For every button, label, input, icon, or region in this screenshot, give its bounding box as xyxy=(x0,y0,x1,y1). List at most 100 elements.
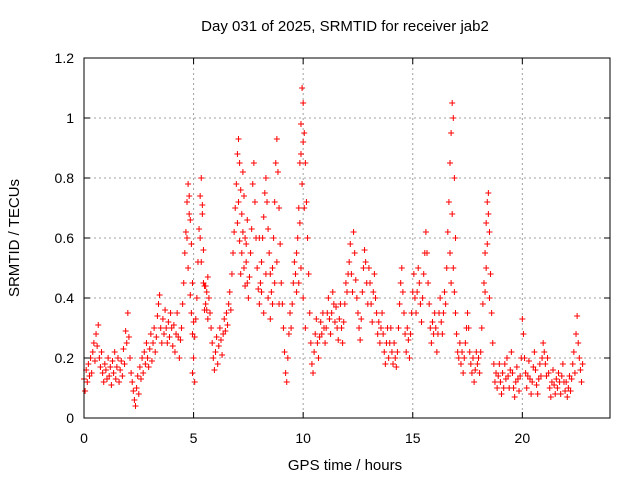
data-point xyxy=(244,217,251,223)
data-point xyxy=(453,331,460,337)
data-point xyxy=(465,325,472,331)
data-point xyxy=(304,235,311,241)
data-point xyxy=(234,220,241,226)
data-point xyxy=(256,235,263,241)
data-point xyxy=(539,355,546,361)
data-point xyxy=(503,355,510,361)
data-point xyxy=(98,349,105,355)
data-point xyxy=(271,280,278,286)
data-point xyxy=(262,271,269,277)
data-point xyxy=(568,376,575,382)
data-point xyxy=(213,334,220,340)
data-point xyxy=(105,355,112,361)
data-point xyxy=(468,370,475,376)
data-point xyxy=(305,271,312,277)
data-point xyxy=(495,373,502,379)
data-point xyxy=(443,265,450,271)
data-point xyxy=(341,301,348,307)
data-point xyxy=(99,370,106,376)
data-point xyxy=(280,325,287,331)
data-point xyxy=(131,397,138,403)
data-point xyxy=(159,316,166,322)
data-point xyxy=(314,340,321,346)
data-point xyxy=(474,361,481,367)
data-point xyxy=(466,349,473,355)
data-point xyxy=(102,367,109,373)
data-point xyxy=(360,265,367,271)
data-point xyxy=(198,175,205,181)
data-point xyxy=(281,349,288,355)
data-point xyxy=(211,367,218,373)
data-point xyxy=(231,229,238,235)
data-point xyxy=(162,307,169,313)
data-point xyxy=(132,403,139,409)
data-point xyxy=(197,193,204,199)
data-point xyxy=(84,379,91,385)
x-tick-label: 20 xyxy=(515,430,531,446)
data-point xyxy=(554,385,561,391)
data-point xyxy=(111,349,118,355)
data-point xyxy=(544,355,551,361)
data-point xyxy=(278,280,285,286)
data-point xyxy=(254,265,261,271)
data-point xyxy=(89,349,96,355)
data-point xyxy=(240,265,247,271)
data-point xyxy=(485,211,492,217)
data-point xyxy=(215,343,222,349)
data-point xyxy=(285,331,292,337)
data-point xyxy=(233,181,240,187)
data-point xyxy=(498,391,505,397)
data-point xyxy=(301,130,308,136)
data-point xyxy=(136,364,143,370)
data-point xyxy=(235,136,242,142)
data-point xyxy=(428,340,435,346)
data-point xyxy=(427,325,434,331)
data-point xyxy=(486,295,493,301)
data-point xyxy=(545,370,552,376)
data-point xyxy=(494,385,501,391)
data-point xyxy=(271,199,278,205)
data-point xyxy=(326,316,333,322)
data-point xyxy=(185,265,192,271)
data-point xyxy=(496,361,503,367)
data-point xyxy=(342,280,349,286)
data-point xyxy=(302,160,309,166)
data-point xyxy=(197,235,204,241)
y-tick-label: 0.6 xyxy=(55,230,75,246)
data-point xyxy=(267,316,274,322)
data-point xyxy=(513,364,520,370)
data-point xyxy=(579,361,586,367)
data-point xyxy=(574,313,581,319)
data-point xyxy=(186,193,193,199)
data-point xyxy=(354,310,361,316)
data-point xyxy=(329,289,336,295)
data-point xyxy=(156,292,163,298)
data-point xyxy=(520,331,527,337)
data-point xyxy=(373,310,380,316)
data-point xyxy=(550,367,557,373)
data-point xyxy=(416,280,423,286)
data-point xyxy=(455,355,462,361)
data-point xyxy=(441,289,448,295)
data-point xyxy=(265,295,272,301)
data-point xyxy=(290,280,297,286)
data-point xyxy=(91,358,98,364)
data-point xyxy=(296,220,303,226)
data-point xyxy=(296,160,303,166)
data-point xyxy=(130,388,137,394)
data-point xyxy=(467,361,474,367)
data-point xyxy=(150,340,157,346)
data-point xyxy=(214,361,221,367)
data-point xyxy=(396,301,403,307)
data-point xyxy=(258,259,265,265)
data-point xyxy=(118,358,125,364)
data-point xyxy=(299,181,306,187)
data-point xyxy=(479,301,486,307)
data-point xyxy=(146,346,153,352)
data-point xyxy=(295,280,302,286)
data-point xyxy=(269,265,276,271)
data-point xyxy=(94,343,101,349)
data-point xyxy=(555,370,562,376)
data-point xyxy=(452,310,459,316)
data-point xyxy=(283,379,290,385)
